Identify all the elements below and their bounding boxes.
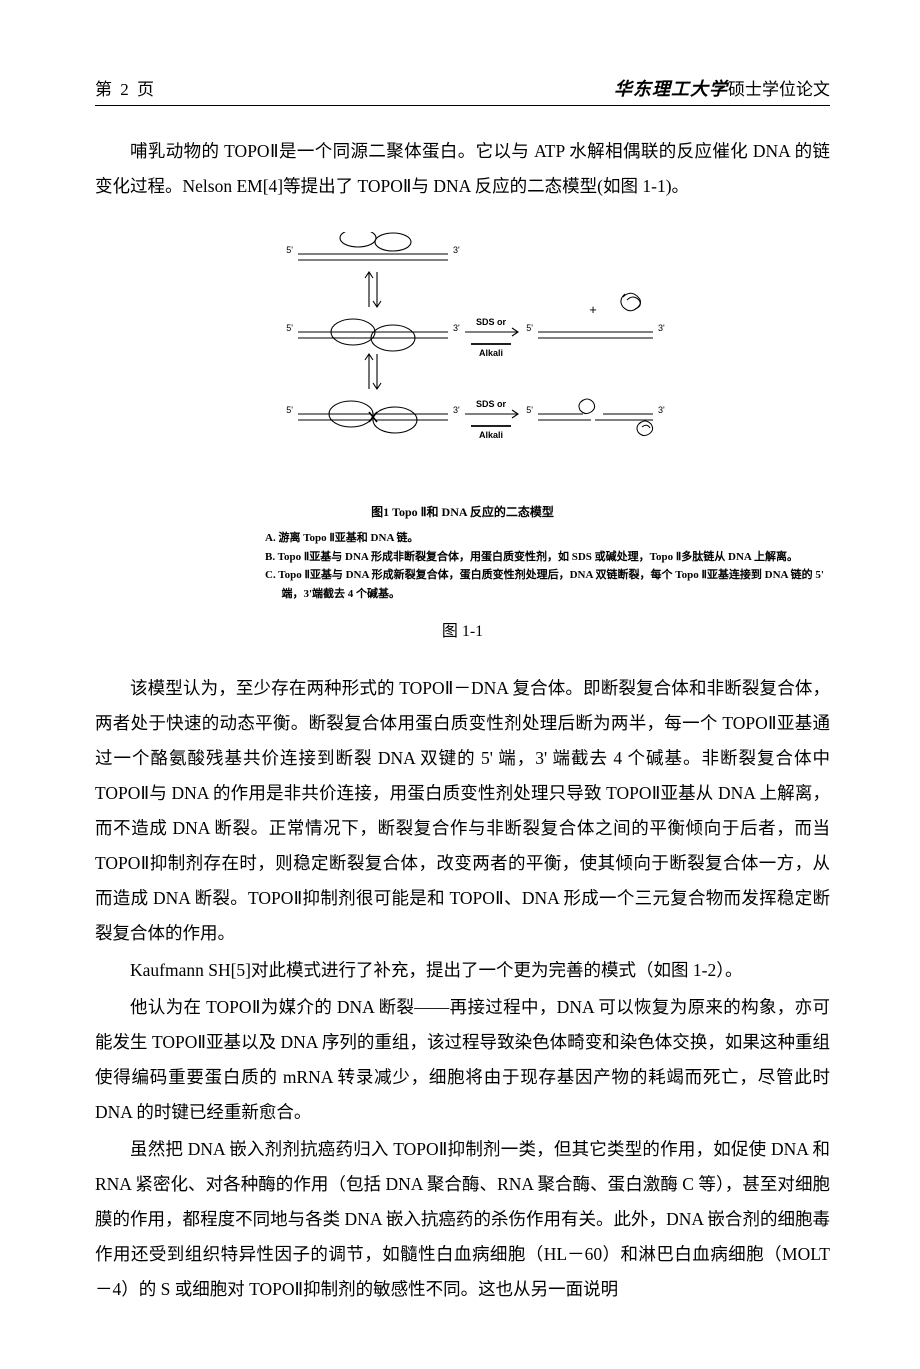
- body-text: 该模型认为，至少存在两种形式的 TOPOⅡ－DNA 复合体。即断裂复合体和非断裂…: [95, 671, 830, 1307]
- header-right: 华东理工大学硕士学位论文: [614, 75, 830, 101]
- label-5p: 5': [286, 245, 293, 255]
- page-number: 第 2 页: [95, 75, 156, 100]
- label-5p-cr: 5': [526, 405, 533, 415]
- legend-c: C. Topo Ⅱ亚基与 DNA 形成新裂复合体，蛋白质变性剂处理后，DNA 双…: [265, 567, 830, 585]
- label-3p: 3': [453, 245, 460, 255]
- label-plus-b: +: [589, 302, 597, 317]
- figure-legend: A. 游离 Topo Ⅱ亚基和 DNA 链。 B. Topo Ⅱ亚基与 DNA …: [265, 530, 830, 603]
- figure-inner-caption: 图1 Topo Ⅱ和 DNA 反应的二态模型: [95, 503, 830, 520]
- label-sds-b: SDS or: [475, 317, 506, 327]
- label-3p-c: 3': [453, 405, 460, 415]
- figure-1-1: 5' 3' 5' 3' SDS or: [95, 232, 830, 520]
- label-5p-c: 5': [286, 405, 293, 415]
- label-5p-b: 5': [286, 323, 293, 333]
- institution-name: 华东理工大学: [614, 79, 728, 99]
- label-3p-br: 3': [658, 323, 665, 333]
- label-sds-c: SDS or: [475, 399, 506, 409]
- figure-svg: 5' 3' 5' 3' SDS or: [253, 232, 673, 492]
- paragraph-2: 该模型认为，至少存在两种形式的 TOPOⅡ－DNA 复合体。即断裂复合体和非断裂…: [95, 671, 830, 951]
- paragraph-3: Kaufmann SH[5]对此模式进行了补充，提出了一个更为完善的模式（如图 …: [95, 953, 830, 988]
- label-5p-br: 5': [526, 323, 533, 333]
- paragraph-4: 他认为在 TOPOⅡ为媒介的 DNA 断裂——再接过程中，DNA 可以恢复为原来…: [95, 990, 830, 1130]
- label-alkali-c: Alkali: [478, 430, 502, 440]
- label-3p-cr: 3': [658, 405, 665, 415]
- page-container: 第 2 页 华东理工大学硕士学位论文 哺乳动物的 TOPOⅡ是一个同源二聚体蛋白…: [0, 0, 920, 1369]
- paragraph-5: 虽然把 DNA 嵌入剂剂抗癌药归入 TOPOⅡ抑制剂一类，但其它类型的作用，如促…: [95, 1132, 830, 1307]
- paragraph-1: 哺乳动物的 TOPOⅡ是一个同源二聚体蛋白。它以与 ATP 水解相偶联的反应催化…: [95, 134, 830, 204]
- figure-label: 图 1-1: [95, 617, 830, 641]
- legend-a: A. 游离 Topo Ⅱ亚基和 DNA 链。: [265, 530, 830, 548]
- label-alkali-b: Alkali: [478, 348, 502, 358]
- page-header: 第 2 页 华东理工大学硕士学位论文: [95, 75, 830, 106]
- legend-b: B. Topo Ⅱ亚基与 DNA 形成非断裂复合体，用蛋白质变性剂，如 SDS …: [265, 549, 830, 567]
- label-3p-b: 3': [453, 323, 460, 333]
- legend-c2: 端，3'端截去 4 个碱基。: [282, 586, 831, 604]
- thesis-type: 硕士学位论文: [728, 80, 830, 99]
